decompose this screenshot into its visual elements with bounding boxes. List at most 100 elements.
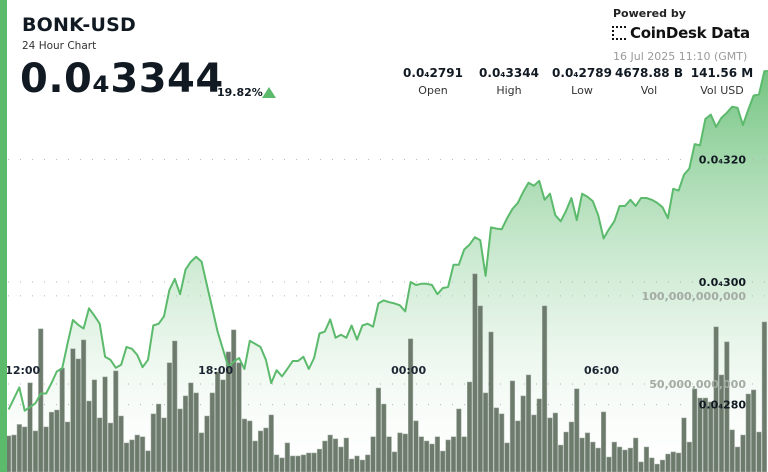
stat-label: Low [571,84,593,97]
volume-bar [638,461,644,472]
volume-bar [86,400,92,472]
volume-bar [761,321,767,472]
volume-bar [257,430,264,472]
volume-bar [606,456,612,472]
volume-bar [729,429,735,472]
volume-bar [118,415,124,472]
volume-tick-label: 50,000,000,000 [649,378,746,391]
volume-bar [43,426,49,472]
volume-bar [477,305,483,472]
volume-bar [413,420,419,472]
volume-bar [338,446,344,472]
volume-bar [745,393,751,472]
volume-bar [241,418,247,472]
volume-bar [461,436,467,472]
volume-bar [65,421,71,472]
volume-bar [316,448,323,472]
volume-bar [402,433,408,472]
volume-bar [552,412,558,472]
volume-bar [279,457,285,472]
volume-bar [274,454,280,472]
stat-value: 0.0₄2789 [552,66,612,80]
volume-bar [333,438,339,472]
volume-bar [429,443,435,472]
volume-bar [311,452,317,472]
brand-name: CoinDesk Data [630,24,750,42]
volume-bar [456,408,462,472]
volume-bar [220,379,226,472]
volume-bar [590,441,596,472]
volume-bar [649,457,655,472]
coindesk-logo-icon [612,26,626,40]
volume-bar [740,434,746,472]
volume-bar [172,340,178,472]
volume-bar [343,437,349,472]
pair-title: BONK-USD [22,14,136,36]
volume-bar [483,392,489,472]
volume-bar [215,371,221,472]
volume-bar [525,374,532,472]
stat-low: 0.0₄2789 Low [537,66,627,97]
volume-bar [199,432,205,472]
time-tick-label: 18:00 [198,364,233,377]
volume-bar [182,395,189,472]
volume-bar [536,398,542,472]
time-tick-label: 12:00 [5,364,40,377]
volume-bar [686,441,692,472]
volume-bar [643,446,649,472]
stat-value: 4678.88 B [615,66,683,80]
volume-bar [16,424,22,472]
volume-bar [424,440,430,472]
volume-bar [735,446,741,472]
volume-bar [38,328,44,472]
volume-bar [563,431,569,472]
volume-bar [445,439,451,472]
volume-bar [284,442,290,472]
volume-bar [150,413,156,472]
volume-bar [531,414,537,472]
volume-bar [493,407,499,472]
volume-bar [670,451,676,472]
volume-bar [568,421,574,472]
price-tick-label: 0.0₄300 [699,276,747,289]
price-line [7,70,768,412]
volume-bar [713,326,719,472]
volume-bar [434,436,440,472]
volume-bar [161,417,167,472]
stat-vol-usd: 141.56 M Vol USD [677,66,767,97]
volume-bar [354,455,360,472]
volume-bar [145,450,151,472]
stat-label: Vol USD [700,84,744,97]
volume-bar [54,409,60,472]
volume-bar [252,440,258,472]
volume-bar [520,395,526,472]
volume-bar [81,339,87,472]
volume-bar [177,408,183,472]
volume-bar [601,411,607,472]
volume-bar [193,392,199,472]
volume-bar [123,442,130,472]
volume-bar [627,447,633,472]
volume-bar [397,432,403,472]
stat-label: High [496,84,522,97]
volume-bar [408,338,414,472]
volume-bar [107,422,113,472]
volume-bar [209,392,215,472]
volume-bar [633,437,639,472]
volume-bar [611,441,617,472]
volume-bar [558,444,564,472]
volume-bar [32,430,38,472]
volume-bar [327,434,333,472]
volume-bar [290,455,296,472]
volume-bar [659,459,666,472]
volume-bar [268,414,274,472]
volume-bar [166,362,172,472]
volume-bar [295,455,301,472]
stat-value: 0.0₄2791 [403,66,463,80]
volume-bar [499,413,505,472]
volume-bar [370,436,376,472]
volume-bar [450,436,457,472]
volume-bar [225,351,231,472]
volume-bar [322,440,328,472]
